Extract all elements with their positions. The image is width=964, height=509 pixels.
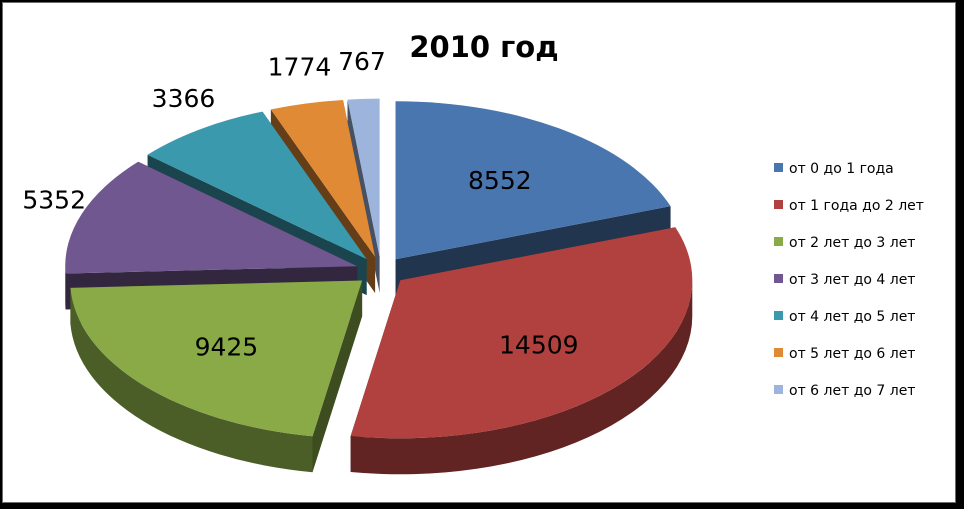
slice-от-4-лет-до-5-лет [147,111,367,260]
data-label-от-6-лет-до-7-лет: 767 [338,47,386,76]
data-label-от-5-лет-до-6-лет: 1774 [268,53,332,82]
slice-от-5-лет-до-6-лет [270,99,376,258]
legend-swatch-от-0-до-1-года [774,163,783,172]
slice-от-3-лет-до-4-лет [65,161,358,274]
legend-swatch-от-4-лет-до-5-лет [774,311,783,320]
data-label-от-3-лет-до-4-лет: 5352 [22,185,86,214]
slice-от-0-до-1-года [395,101,671,260]
legend-label-от-6-лет-до-7-лет: от 6 лет до 7 лет [789,383,915,399]
legend-swatch-от-3-лет-до-4-лет [774,274,783,283]
legend-swatch-от-1-года-до-2-лет [774,200,783,209]
legend-swatch-от-6-лет-до-7-лет [774,385,783,394]
legend-swatch-от-2-лет-до-3-лет [774,237,783,246]
chart-title: 2010 год [409,30,558,64]
slices-group [65,98,693,475]
slice-от-1-года-до-2-лет [350,227,693,439]
chart-area: 2010 год 8552 14509 9425 5352 3366 1774 767 от… [2,2,956,503]
legend-label-от-0-до-1-года: от 0 до 1 года [789,161,894,177]
slice-side-от-2-лет-до-3-лет [70,287,313,473]
slice-wall-от-2-лет-до-3-лет-0 [312,280,363,473]
data-label-от-4-лет-до-5-лет: 3366 [152,84,216,113]
slice-от-2-лет-до-3-лет [70,280,363,437]
legend-label-от-5-лет-до-6-лет: от 5 лет до 6 лет [789,346,915,362]
legend-label-от-3-лет-до-4-лет: от 3 лет до 4 лет [789,272,915,288]
data-label-от-2-лет-до-3-лет: 9425 [195,332,259,361]
data-labels-group: 8552 14509 9425 5352 3366 1774 767 [22,47,578,361]
pie-chart: 2010 год 8552 14509 9425 5352 3366 1774 767 от… [22,30,924,475]
legend-label-от-2-лет-до-3-лет: от 2 лет до 3 лет [789,235,915,251]
legend-label-от-1-года-до-2-лет: от 1 года до 2 лет [789,198,924,214]
legend: от 0 до 1 года от 1 года до 2 лет от 2 лет… [774,161,924,399]
legend-swatch-от-5-лет-до-6-лет [774,348,783,357]
legend-label-от-4-лет-до-5-лет: от 4 лет до 5 лет [789,309,915,325]
slice-side-от-1-года-до-2-лет [350,280,693,475]
data-label-от-1-года-до-2-лет: 14509 [499,330,579,359]
data-label-от-0-до-1-года: 8552 [468,166,532,195]
slice-от-6-лет-до-7-лет [347,98,380,257]
